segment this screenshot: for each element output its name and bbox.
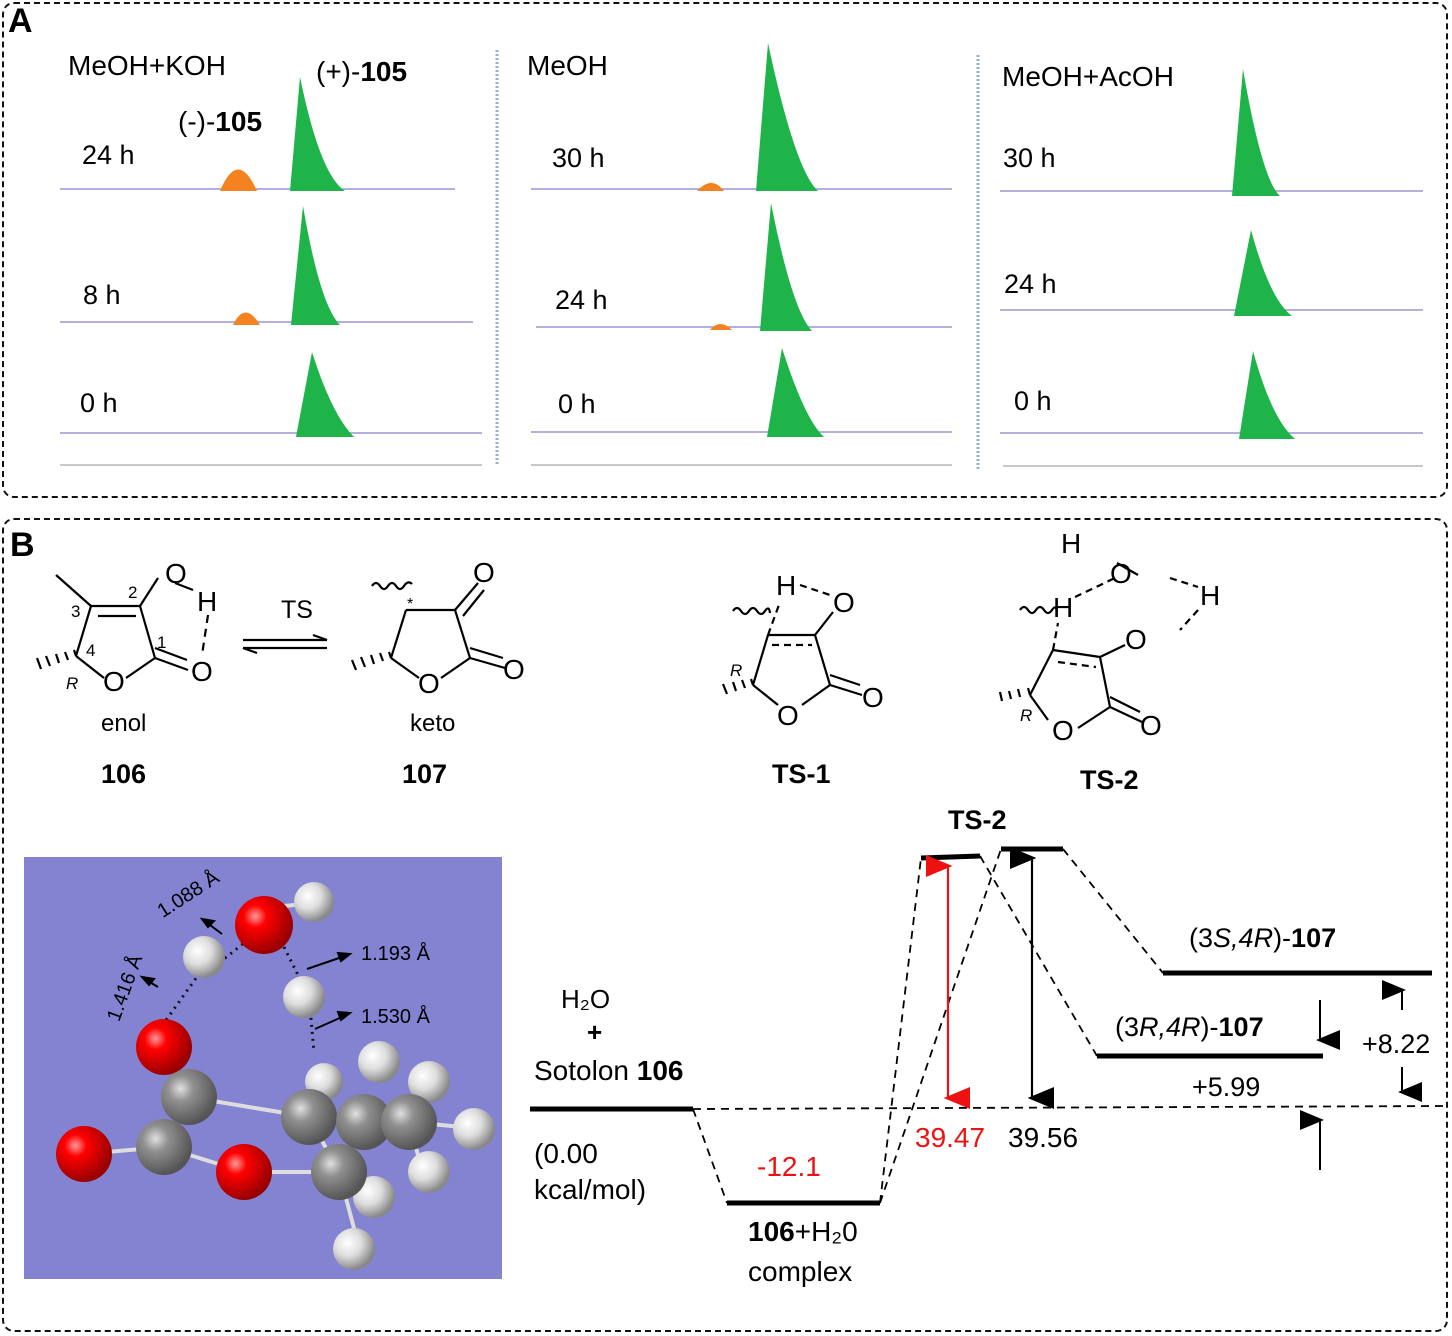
atom-o-carbonyl-107: O — [503, 654, 525, 685]
panel-b-label: B — [10, 526, 35, 564]
compound-107-label: 107 — [402, 759, 448, 789]
label-minus-105: (-)-105 — [178, 106, 263, 137]
trace-meoh-0h — [531, 348, 952, 437]
level-ts-red — [920, 853, 981, 861]
equilibrium-ts-label: TS — [281, 596, 313, 624]
panel-b-frame — [2, 518, 1448, 1332]
product-3s4r-label: (3S,4R)-107 — [1189, 923, 1337, 953]
enol-label: enol — [101, 710, 147, 737]
start-sotolon: Sotolon 106 — [534, 1055, 684, 1086]
time-acoh-24h: 24 h — [1004, 269, 1057, 299]
condition-meoh: MeOH — [527, 50, 608, 81]
atom-o-water-ts2: O — [1110, 558, 1132, 589]
panel-a-label: A — [8, 2, 33, 40]
atom-o-carbonyl-ts2: O — [1140, 710, 1162, 741]
delta-3s4r: +8.22 — [1362, 1029, 1431, 1059]
atom-o-enol-ts2: O — [1125, 624, 1147, 655]
trace-koh-0h — [60, 352, 482, 437]
delta-3r4r: +5.99 — [1192, 1072, 1261, 1102]
label-plus-105: (+)-105 — [316, 56, 408, 87]
keto-label: keto — [410, 710, 456, 737]
time-meoh-24h: 24 h — [555, 285, 608, 315]
atom-h-oh-ts2: H — [1200, 580, 1221, 611]
atom-o-carbonyl-106: O — [191, 656, 213, 687]
ts1-label: TS-1 — [772, 759, 831, 789]
trace-koh-24h — [60, 77, 455, 191]
trace-acoh-0h — [1000, 351, 1423, 439]
complex-label-line2: complex — [748, 1256, 853, 1287]
time-meoh-30h: 30 h — [552, 143, 605, 173]
atom-h-c3-ts2: H — [1053, 592, 1074, 623]
start-energy-unit: kcal/mol) — [534, 1174, 647, 1205]
complex-energy: -12.1 — [757, 1151, 821, 1182]
time-meoh-0h: 0 h — [558, 389, 596, 419]
atom-o-ts1: O — [833, 587, 855, 618]
product-3r4r-label: (3R,4R)-107 — [1115, 1012, 1264, 1042]
atom-number-1: 1 — [157, 633, 167, 652]
stereo-r-ts1: R — [730, 661, 743, 680]
distance-label-1530: 1.530 Å — [361, 1006, 430, 1028]
trace-acoh-24h — [1000, 230, 1423, 316]
start-energy-value: (0.00 — [534, 1138, 598, 1169]
time-koh-0h: 0 h — [80, 388, 118, 418]
atom-o-ring-ts2: O — [1052, 715, 1074, 746]
atom-o-carbonyl-ts1: O — [862, 682, 884, 713]
atom-h-ts1: H — [776, 570, 797, 601]
condition-koh: MeOH+KOH — [68, 50, 226, 81]
condition-acoh: MeOH+AcOH — [1002, 61, 1174, 92]
atom-number-4: 4 — [86, 641, 96, 660]
time-acoh-0h: 0 h — [1014, 386, 1052, 416]
time-koh-24h: 24 h — [82, 140, 135, 170]
start-water: H₂O — [561, 984, 611, 1014]
ball-and-stick-model — [56, 882, 495, 1270]
barrier-value-black: 39.56 — [1008, 1122, 1079, 1153]
time-acoh-30h: 30 h — [1003, 143, 1056, 173]
atom-o-ring-107: O — [418, 668, 440, 699]
stereo-r-106: R — [66, 674, 79, 693]
barrier-value-red: 39.47 — [915, 1122, 986, 1153]
compound-106-label: 106 — [101, 759, 147, 789]
atom-number-3: 3 — [71, 602, 81, 621]
atom-o-ring-ts1: O — [777, 700, 799, 731]
panel-a-frame — [2, 2, 1448, 498]
stereocenter-star: * — [407, 596, 414, 613]
time-koh-8h: 8 h — [83, 280, 121, 310]
trace-acoh-30h — [1000, 69, 1423, 196]
start-plus: + — [587, 1017, 603, 1047]
ts2-label: TS-2 — [1080, 765, 1139, 795]
chromatograms — [60, 43, 1423, 470]
ts2-energy-label: TS-2 — [948, 805, 1007, 835]
distance-label-1193: 1.193 Å — [361, 943, 430, 965]
atom-number-2: 2 — [128, 583, 138, 602]
trace-koh-8h — [60, 206, 473, 325]
atom-o-ring-106: O — [103, 666, 125, 697]
trace-meoh-30h — [531, 43, 952, 191]
atom-o-keto-107: O — [473, 557, 495, 588]
complex-label: 106+H₂0 — [748, 1216, 858, 1247]
atom-o-106: O — [165, 558, 187, 589]
stereo-r-ts2: R — [1020, 706, 1033, 725]
molecular-model-image: 1.088 Å 1.416 Å 1.193 Å 1.530 Å — [24, 857, 502, 1279]
atom-h-water-ts2: H — [1061, 528, 1082, 559]
trace-meoh-24h — [536, 203, 952, 331]
atom-h-106: H — [197, 586, 218, 617]
